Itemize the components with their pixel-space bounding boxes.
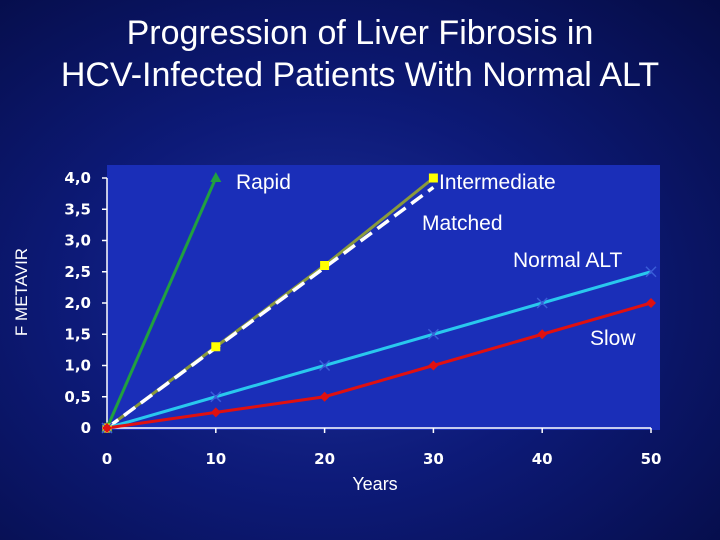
x-tick-label: 0: [102, 450, 112, 468]
data-point-normal-alt: [536, 297, 548, 309]
y-tick-label: 1,5: [64, 325, 91, 343]
chart-title-line-2: HCV-Infected Patients With Normal ALT: [60, 56, 660, 94]
data-point-normal-alt: [645, 266, 657, 278]
series-line-rapid: [105, 177, 218, 429]
data-point-intermediate: [428, 173, 438, 183]
plot-area: [107, 165, 660, 430]
y-tick-label: 2,0: [64, 294, 91, 312]
y-tick-label: 0,5: [64, 388, 91, 406]
series-line-matched: [105, 185, 435, 430]
chart-title-line-1: Progression of Liver Fibrosis in: [126, 14, 594, 52]
data-point-slow: [428, 360, 439, 371]
data-point-intermediate: [211, 342, 221, 352]
annotation-matched: Matched: [422, 212, 503, 235]
data-point-normal-alt: [427, 328, 439, 340]
data-point-intermediate: [320, 261, 330, 270]
data-point-slow: [210, 407, 221, 418]
x-tick-label: 50: [641, 450, 662, 468]
x-tick-label: 40: [532, 450, 553, 468]
data-point-slow: [646, 298, 656, 308]
x-tick-label: 20: [314, 450, 335, 468]
y-tick-label: 3,5: [64, 200, 91, 218]
data-point-rapid: [210, 172, 222, 182]
chart-title: Progression of Liver Fibrosis in HCV-Inf…: [0, 12, 720, 96]
data-point-slow: [319, 391, 330, 402]
y-tick-label: 3,0: [64, 232, 91, 250]
x-tick-label: 30: [423, 450, 444, 468]
y-tick-label: 4,0: [64, 169, 91, 187]
data-point-slow: [537, 329, 548, 340]
series-line-slow: [106, 301, 652, 430]
x-tick-label: 10: [205, 450, 226, 468]
data-point-normal-alt: [319, 359, 331, 372]
y-tick-label: 1,0: [64, 357, 91, 375]
annotation-slow: Slow: [590, 327, 636, 350]
data-point-slow: [102, 423, 112, 433]
series-line-normal-alt: [106, 270, 652, 430]
y-tick-label: 2,5: [64, 263, 91, 281]
data-point-normal-alt: [210, 391, 222, 403]
annotation-intermediate: Intermediate: [439, 171, 556, 194]
annotation-normal-alt: Normal ALT: [513, 249, 622, 272]
x-axis-label: Years: [352, 474, 398, 494]
annotation-rapid: Rapid: [236, 171, 291, 194]
y-tick-label: 0: [81, 419, 91, 437]
